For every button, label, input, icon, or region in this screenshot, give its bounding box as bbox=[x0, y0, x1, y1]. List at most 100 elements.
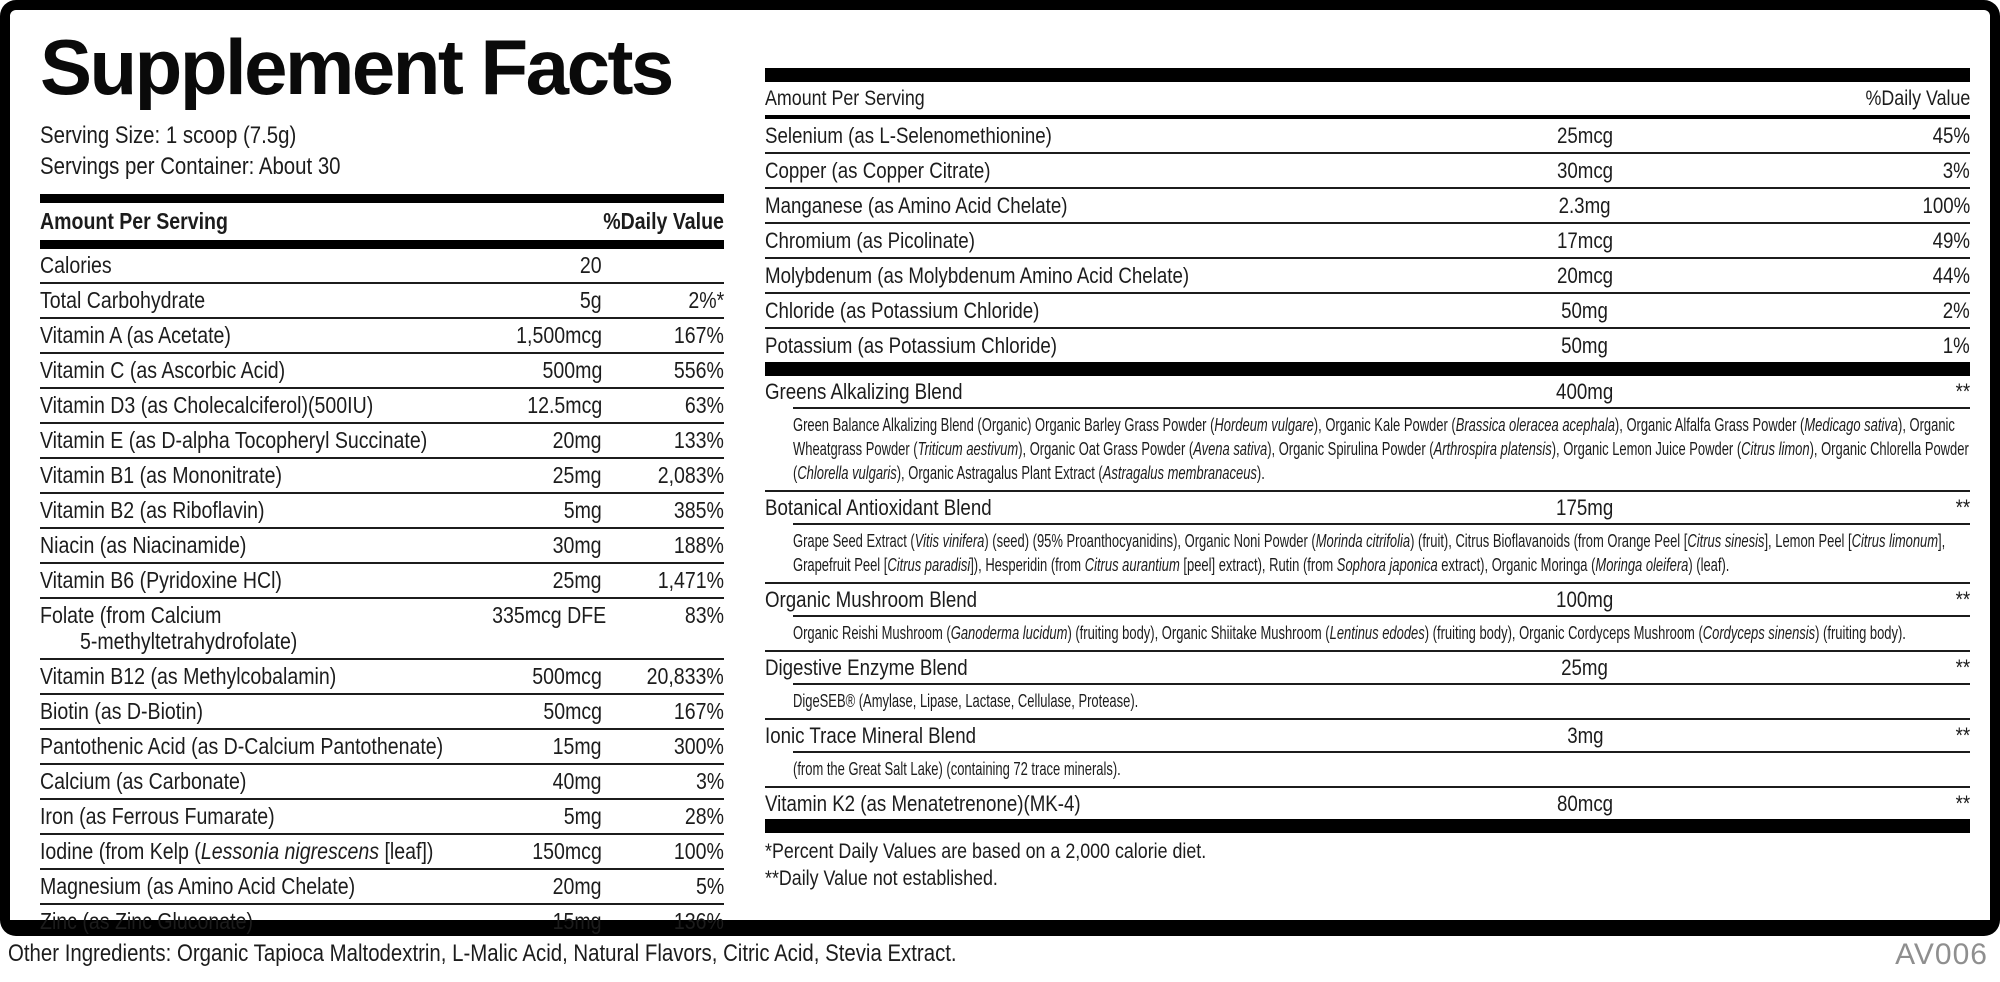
nutrient-amount: 20mg bbox=[553, 427, 602, 453]
table-row: Vitamin B6 (Pyridoxine HCl) 25mg 1,471% bbox=[40, 564, 724, 599]
table-row: Vitamin D3 (as Cholecalciferol)(500IU) 12… bbox=[40, 389, 724, 424]
nutrient-daily-value: 188% bbox=[673, 532, 724, 558]
blend-name: Greens Alkalizing Blend bbox=[765, 379, 963, 404]
nutrient-daily-value: 300% bbox=[673, 733, 724, 759]
nutrient-name: Copper (as Copper Citrate) bbox=[765, 158, 991, 183]
nutrient-amount: 15mg bbox=[553, 908, 602, 934]
blend-amount: 3mg bbox=[1566, 723, 1604, 748]
nutrient-name: Niacin (as Niacinamide) bbox=[40, 532, 247, 558]
daily-value-header: %Daily Value bbox=[603, 208, 724, 234]
nutrient-name: Vitamin D3 (as Cholecalciferol)(500IU) bbox=[40, 392, 374, 418]
table-row: Molybdenum (as Molybdenum Amino Acid Che… bbox=[765, 259, 1970, 294]
blend-row: Greens Alkalizing Blend 400mg ** Green Bala… bbox=[765, 376, 1970, 492]
indented-divider bbox=[793, 751, 1970, 753]
nutrient-name: Chloride (as Potassium Chloride) bbox=[765, 298, 1040, 323]
nutrient-daily-value: 3% bbox=[1942, 158, 1970, 183]
blend-row: Digestive Enzyme Blend 25mg ** DigeSEB® (Am… bbox=[765, 652, 1970, 720]
blend-header: Organic Mushroom Blend 100mg ** bbox=[765, 584, 1970, 615]
separator-bar bbox=[765, 362, 1970, 376]
nutrient-daily-value: 5% bbox=[695, 873, 724, 899]
nutrient-amount: 17mcg bbox=[1556, 228, 1614, 253]
blend-header: Botanical Antioxidant Blend 175mg ** bbox=[765, 492, 1970, 523]
blend-amount: 80mcg bbox=[1556, 791, 1614, 816]
nutrient-amount: 150mcg bbox=[532, 838, 602, 864]
nutrient-daily-value: 63% bbox=[684, 392, 724, 418]
right-column: Amount Per Serving %Daily Value Selenium… bbox=[765, 68, 1970, 892]
nutrient-name: Folate (from Calcium 5-methyltetrahydrofo… bbox=[40, 602, 472, 654]
nutrient-name: Vitamin B2 (as Riboflavin) bbox=[40, 497, 265, 523]
table-row: Vitamin A (as Acetate) 1,500mcg 167% bbox=[40, 319, 724, 354]
nutrient-name: Zinc (as Zinc Gluconate) bbox=[40, 908, 253, 934]
nutrient-amount: 50mg bbox=[1561, 298, 1609, 323]
nutrient-daily-value: 83% bbox=[684, 602, 724, 628]
table-row: Total Carbohydrate 5g 2%* bbox=[40, 284, 724, 319]
supplement-facts-panel: Supplement Facts Serving Size: 1 scoop (… bbox=[0, 0, 2000, 936]
separator-bar bbox=[40, 240, 724, 249]
nutrient-daily-value: 2% bbox=[1942, 298, 1970, 323]
blend-row: Organic Mushroom Blend 100mg ** Organic Rei… bbox=[765, 584, 1970, 652]
nutrient-daily-value: 49% bbox=[1932, 228, 1970, 253]
nutrient-amount: 5g bbox=[580, 287, 602, 313]
nutrient-name-line2: 5-methyltetrahydrofolate) bbox=[80, 628, 298, 654]
blend-name: Botanical Antioxidant Blend bbox=[765, 495, 992, 520]
nutrient-daily-value: 44% bbox=[1932, 263, 1970, 288]
nutrient-name: Pantothenic Acid (as D-Calcium Pantothen… bbox=[40, 733, 444, 759]
nutrient-name: Biotin (as D-Biotin) bbox=[40, 698, 203, 724]
nutrient-amount: 30mcg bbox=[1556, 158, 1614, 183]
nutrient-amount: 50mg bbox=[1561, 333, 1609, 358]
nutrient-daily-value: 385% bbox=[673, 497, 724, 523]
nutrient-amount: 1,500mcg bbox=[516, 322, 602, 348]
blend-name: Vitamin K2 (as Menatetrenone)(MK-4) bbox=[765, 791, 1081, 816]
table-row: Calcium (as Carbonate) 40mg 3% bbox=[40, 765, 724, 800]
indented-divider bbox=[793, 407, 1970, 409]
mineral-table: Selenium (as L-Selenomethionine) 25mcg 45%… bbox=[765, 119, 1970, 362]
nutrient-name: Vitamin C (as Ascorbic Acid) bbox=[40, 357, 286, 383]
blend-amount: 175mg bbox=[1556, 495, 1614, 520]
indented-divider bbox=[793, 683, 1970, 685]
nutrient-name: Magnesium (as Amino Acid Chelate) bbox=[40, 873, 356, 899]
table-row: Vitamin B12 (as Methylcobalamin) 500mcg 20… bbox=[40, 660, 724, 695]
table-row: Iron (as Ferrous Fumarate) 5mg 28% bbox=[40, 800, 724, 835]
blend-name: Ionic Trace Mineral Blend bbox=[765, 723, 976, 748]
nutrient-amount: 15mg bbox=[553, 733, 602, 759]
nutrient-daily-value: 45% bbox=[1932, 123, 1970, 148]
separator-bar bbox=[765, 819, 1970, 833]
nutrient-daily-value: 167% bbox=[673, 698, 724, 724]
table-row: Niacin (as Niacinamide) 30mg 188% bbox=[40, 529, 724, 564]
blend-description: (from the Great Salt Lake) (containing 7… bbox=[793, 759, 1121, 779]
table-row: Vitamin B2 (as Riboflavin) 5mg 385% bbox=[40, 494, 724, 529]
nutrient-name: Potassium (as Potassium Chloride) bbox=[765, 333, 1058, 358]
nutrient-daily-value: 20,833% bbox=[646, 663, 724, 689]
nutrient-amount: 40mg bbox=[553, 768, 602, 794]
footnote-daily-values: *Percent Daily Values are based on a 2,0… bbox=[765, 840, 1207, 863]
table-row: Folate (from Calcium 5-methyltetrahydrofo… bbox=[40, 599, 724, 660]
separator-bar bbox=[40, 194, 724, 203]
table-row: Potassium (as Potassium Chloride) 50mg 1% bbox=[765, 329, 1970, 362]
nutrient-name: Iron (as Ferrous Fumarate) bbox=[40, 803, 275, 829]
table-row: Calories 20 bbox=[40, 249, 724, 284]
nutrient-amount: 12.5mcg bbox=[527, 392, 602, 418]
amount-per-serving-header: Amount Per Serving bbox=[765, 87, 925, 110]
nutrient-name: Vitamin B6 (Pyridoxine HCl) bbox=[40, 567, 282, 593]
nutrient-amount: 25mcg bbox=[1556, 123, 1614, 148]
right-table-header: Amount Per Serving %Daily Value bbox=[765, 82, 1970, 119]
blend-header: Vitamin K2 (as Menatetrenone)(MK-4) 80mcg… bbox=[765, 788, 1970, 819]
nutrient-name: Chromium (as Picolinate) bbox=[765, 228, 975, 253]
nutrient-name: Vitamin A (as Acetate) bbox=[40, 322, 231, 348]
daily-value-header: %Daily Value bbox=[1865, 87, 1970, 110]
nutrient-name: Vitamin B1 (as Mononitrate) bbox=[40, 462, 282, 488]
table-row: Iodine (from Kelp (Lessonia nigrescens [… bbox=[40, 835, 724, 870]
servings-per-container: Servings per Container: About 30 bbox=[40, 153, 341, 180]
table-row: Manganese (as Amino Acid Chelate) 2.3mg 10… bbox=[765, 189, 1970, 224]
blend-header: Ionic Trace Mineral Blend 3mg ** bbox=[765, 720, 1970, 751]
blend-daily-value: ** bbox=[1955, 723, 1970, 748]
blend-amount: 25mg bbox=[1561, 655, 1609, 680]
nutrient-daily-value bbox=[602, 252, 724, 278]
table-row: Magnesium (as Amino Acid Chelate) 20mg 5% bbox=[40, 870, 724, 905]
blend-name: Organic Mushroom Blend bbox=[765, 587, 978, 612]
blend-daily-value: ** bbox=[1955, 655, 1970, 680]
nutrient-name: Vitamin B12 (as Methylcobalamin) bbox=[40, 663, 337, 689]
nutrient-daily-value: 3% bbox=[695, 768, 724, 794]
nutrient-amount: 25mg bbox=[553, 567, 602, 593]
left-column: Supplement Facts Serving Size: 1 scoop (… bbox=[40, 26, 724, 938]
